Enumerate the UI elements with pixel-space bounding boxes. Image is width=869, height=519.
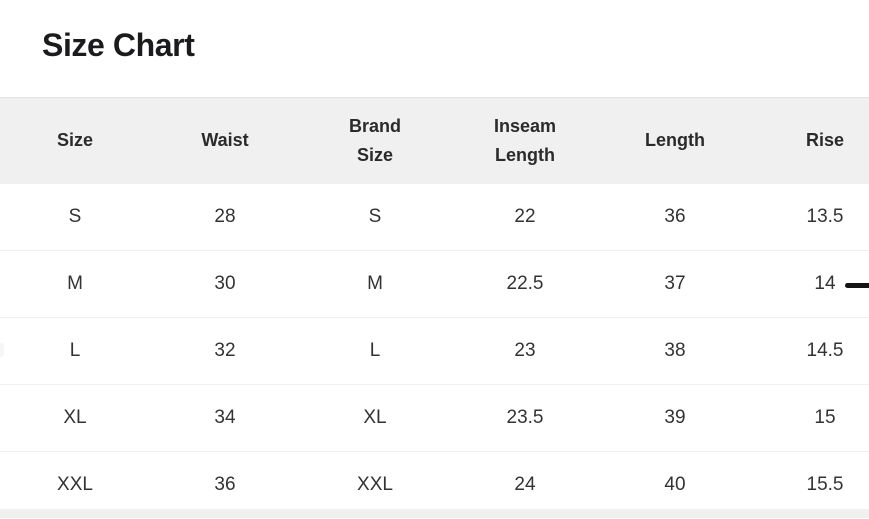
cell-length: 37: [600, 250, 750, 318]
scrollbar-dash-indicator[interactable]: [845, 283, 869, 288]
next-section-header-partial: [0, 509, 869, 518]
table-row-xxl: XXL 36 XXL 24 40 15.5: [0, 451, 869, 519]
column-header-label: Waist: [201, 130, 249, 151]
cell-inseam-length: 24: [450, 451, 600, 519]
left-edge-artifact: [0, 343, 4, 357]
size-chart-table-container: Size Waist Brand Size Inseam Length Leng…: [0, 97, 869, 519]
cell-waist: 30: [150, 250, 300, 318]
cell-rise: 14: [750, 250, 869, 318]
column-header-label: Inseam Length: [493, 115, 557, 165]
cell-rise: 15.5: [750, 451, 869, 519]
cell-waist: 36: [150, 451, 300, 519]
cell-brand-size: XXL: [300, 451, 450, 519]
cell-rise: 13.5: [806, 205, 844, 227]
cell-brand-size: M: [300, 250, 450, 318]
column-header-label: Brand Size: [348, 115, 401, 165]
cell-inseam-length: 23.5: [450, 384, 600, 452]
cell-inseam-length: 23: [450, 317, 600, 385]
column-header-label: Length: [645, 130, 705, 151]
cell-waist: 32: [150, 317, 300, 385]
cell-brand-size: XL: [300, 384, 450, 452]
table-row-s: S 28 S 22 36 13.5: [0, 184, 869, 251]
size-chart-table: Size Waist Brand Size Inseam Length Leng…: [0, 97, 869, 519]
cell-size: XL: [0, 384, 150, 452]
column-header-size: Size: [0, 97, 150, 184]
cell-brand-size: S: [368, 205, 382, 227]
cell-length: 36: [664, 205, 686, 227]
cell-size: XXL: [0, 451, 150, 519]
column-header-length: Length: [600, 97, 750, 184]
cell-waist: 28: [214, 205, 236, 227]
cell-length: 39: [600, 384, 750, 452]
cell-size: S: [68, 205, 82, 227]
column-header-brand-size: Brand Size: [300, 97, 450, 184]
table-row-xl: XL 34 XL 23.5 39 15: [0, 384, 869, 452]
cell-length: 40: [600, 451, 750, 519]
cell-rise: 15: [750, 384, 869, 452]
column-header-waist: Waist: [150, 97, 300, 184]
cell-waist: 34: [150, 384, 300, 452]
table-row-m: M 30 M 22.5 37 14: [0, 250, 869, 318]
cell-inseam-length: 22.5: [450, 250, 600, 318]
page-title: Size Chart: [42, 27, 195, 63]
column-header-label: Rise: [805, 130, 845, 151]
cell-size: M: [0, 250, 150, 318]
column-header-label: Size: [56, 130, 94, 151]
table-row-l: L 32 L 23 38 14.5: [0, 317, 869, 385]
cell-brand-size: L: [300, 317, 450, 385]
cell-size: L: [0, 317, 150, 385]
table-header-row: Size Waist Brand Size Inseam Length Leng…: [0, 97, 869, 184]
column-header-inseam-length: Inseam Length: [450, 97, 600, 184]
column-header-rise: Rise: [750, 97, 869, 184]
cell-length: 38: [600, 317, 750, 385]
cell-inseam-length: 22: [514, 205, 536, 227]
cell-rise: 14.5: [750, 317, 869, 385]
